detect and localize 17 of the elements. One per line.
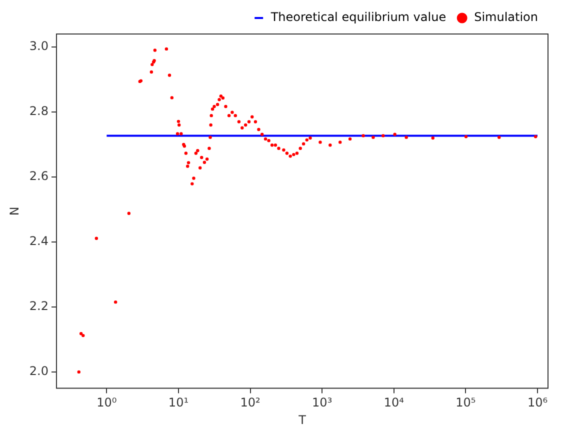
x-tick-label: 10⁶ (527, 396, 548, 410)
x-tick-label: 10² (240, 396, 261, 410)
legend-label: Simulation (474, 10, 538, 24)
x-tick-label: 10⁵ (456, 396, 476, 410)
y-tick-label: 2.2 (29, 299, 48, 314)
x-tick-label: 10⁴ (384, 396, 404, 410)
x-tick-label: 10⁰ (96, 396, 117, 410)
legend-label: Theoretical equilibrium value (270, 10, 446, 24)
y-tick-label: 2.0 (29, 364, 48, 378)
y-tick-label: 3.0 (29, 39, 48, 54)
y-tick-label: 2.4 (29, 234, 48, 248)
y-axis-title: N (7, 206, 22, 216)
y-tick-label: 2.8 (29, 104, 48, 118)
x-tick-label: 10¹ (168, 396, 189, 410)
y-tick-label: 2.6 (29, 169, 48, 184)
x-axis-title: T (298, 412, 307, 427)
x-tick-label: 10³ (312, 396, 332, 410)
